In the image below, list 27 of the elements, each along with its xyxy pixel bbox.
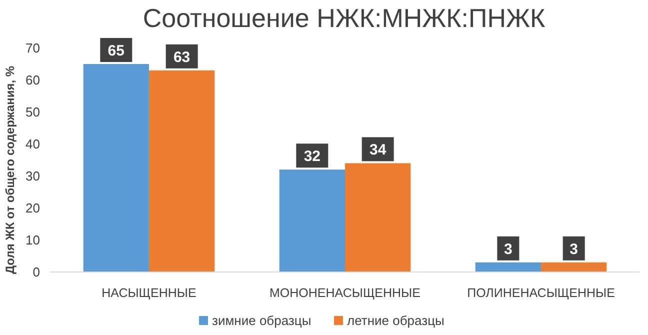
legend-label: летние образцы <box>347 313 444 328</box>
y-tick-label: 30 <box>26 168 40 184</box>
bar <box>475 262 542 272</box>
x-tick-label: ПОЛИНЕНАСЫЩЕННЫЕ <box>467 286 615 300</box>
chart-title: Соотношение НЖК:МНЖК:ПНЖК <box>142 3 546 33</box>
y-tick-label: 60 <box>26 72 40 88</box>
data-label: 3 <box>504 240 512 258</box>
data-label: 63 <box>173 48 190 66</box>
bar <box>148 70 215 272</box>
y-axis-title: Доля ЖК от общего содержания, % <box>3 66 17 274</box>
data-label: 34 <box>369 142 387 159</box>
data-label: 32 <box>304 148 321 165</box>
y-tick-label: 40 <box>26 136 40 152</box>
bar <box>541 262 607 272</box>
y-tick-label: 10 <box>26 232 40 248</box>
bar <box>83 64 149 272</box>
y-tick-label: 50 <box>26 104 40 120</box>
data-label: 3 <box>570 240 578 258</box>
x-tick-label: МОНОНЕНАСЫЩЕННЫЕ <box>270 286 420 300</box>
bar <box>345 163 411 272</box>
bar <box>279 170 345 272</box>
y-tick-label: 0 <box>32 264 40 280</box>
y-tick-label: 20 <box>26 200 40 216</box>
legend-label: зимние образцы <box>212 313 312 328</box>
x-tick-label: НАСЫЩЕННЫЕ <box>102 286 196 300</box>
y-tick-label: 70 <box>26 40 40 56</box>
data-label: 65 <box>108 42 124 60</box>
